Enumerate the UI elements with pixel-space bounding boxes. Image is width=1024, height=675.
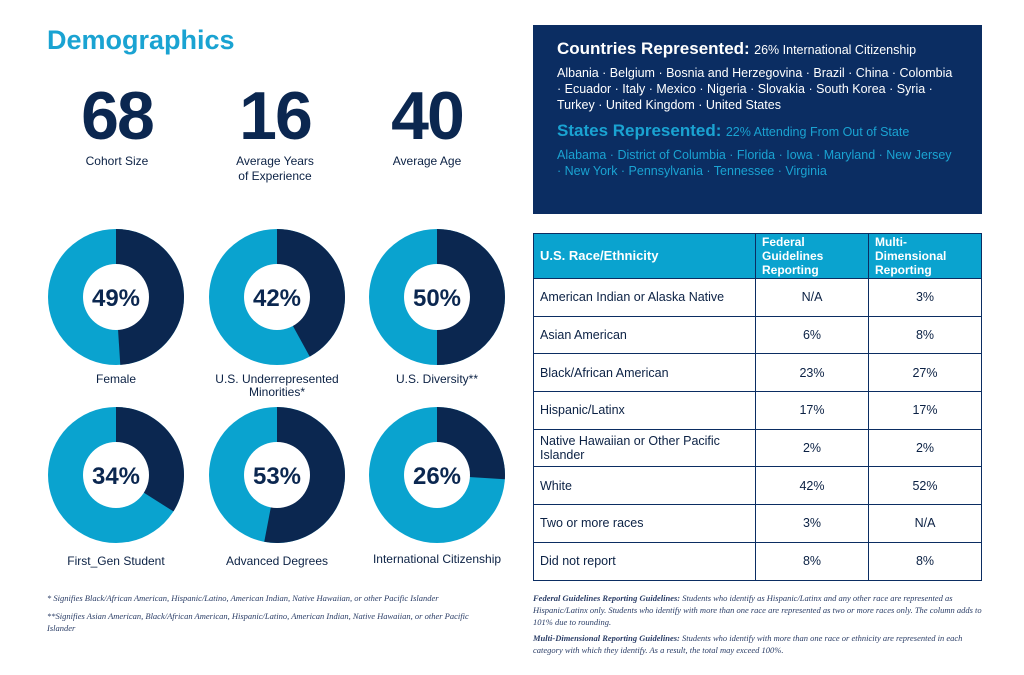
race-cell: Native Hawaiian or Other Pacific Islande… [533, 428, 756, 468]
federal-cell: 8% [755, 541, 869, 581]
multi-cell: 2% [868, 428, 982, 468]
donut-hole [244, 442, 310, 508]
stat-value: 40 [391, 78, 465, 154]
donut-hole [244, 264, 310, 330]
header-federal: Federal Guidelines Reporting [755, 233, 869, 279]
federal-cell: 23% [755, 353, 869, 393]
donut-chart: 49% [48, 229, 184, 365]
donut-percent-label: 53% [253, 463, 301, 490]
race-cell: Two or more races [533, 504, 756, 543]
header-race: U.S. Race/Ethnicity [533, 233, 756, 279]
race-ethnicity-table: U.S. Race/Ethnicity Federal Guidelines R… [533, 233, 982, 581]
states-list: Alabama · District of Columbia · Florida… [557, 148, 952, 178]
donut-percent-label: 50% [413, 285, 461, 312]
stat-label: Cohort Size [85, 154, 149, 168]
federal-cell: N/A [755, 278, 869, 317]
race-cell: White [533, 466, 756, 506]
donut-label: Advanced Degrees [225, 554, 329, 568]
multi-cell: 52% [868, 466, 982, 506]
multi-guidelines-text: Students who identify with more than one… [533, 633, 963, 655]
donut-label: U.S. Underrepresented Minorities* [215, 372, 339, 399]
multi-cell: 17% [868, 391, 982, 430]
donut-chart: 42% [209, 229, 345, 365]
donut-chart: 50% [369, 229, 505, 365]
states-heading: States Represented: [557, 121, 722, 140]
table-row: Hispanic/Latinx 17% 17% [533, 391, 982, 430]
multi-guidelines: Multi-Dimensional Reporting Guidelines: … [533, 632, 983, 656]
federal-cell: 42% [755, 466, 869, 506]
race-cell: Asian American [533, 315, 756, 355]
multi-cell: 27% [868, 353, 982, 393]
multi-cell: N/A [868, 504, 982, 543]
table-row: Two or more races 3% N/A [533, 504, 982, 543]
donut-label: Female [95, 372, 136, 386]
table-row: Native Hawaiian or Other Pacific Islande… [533, 428, 982, 468]
federal-cell: 17% [755, 391, 869, 430]
federal-cell: 3% [755, 504, 869, 543]
federal-guidelines: Federal Guidelines Reporting Guidelines:… [533, 592, 983, 628]
footnote-two: **Signifies Asian American, Black/Africa… [47, 611, 469, 633]
donut-chart: 53% [209, 407, 345, 543]
donut-chart: 26% [369, 407, 505, 543]
donut-label: First_Gen Student [67, 554, 165, 568]
countries-heading: Countries Represented: [557, 39, 750, 58]
donut-hole [83, 442, 149, 508]
page-title: Demographics [47, 25, 235, 55]
stat-value: 68 [81, 78, 155, 154]
table-row: White 42% 52% [533, 466, 982, 506]
table-row: Black/African American 23% 27% [533, 353, 982, 393]
race-cell: Black/African American [533, 353, 756, 393]
donut-label: U.S. Diversity** [395, 372, 478, 386]
federal-guidelines-text: Students who identify as Hispanic/Latinx… [533, 593, 982, 627]
table-row: American Indian or Alaska Native N/A 3% [533, 278, 982, 317]
table-row: Asian American 6% 8% [533, 315, 982, 355]
stat-cohort-size: 68 Cohort Size [47, 78, 187, 169]
donut-value-slice [116, 229, 184, 365]
multi-cell: 8% [868, 315, 982, 355]
multi-cell: 8% [868, 541, 982, 581]
donut-percent-label: 42% [253, 285, 301, 312]
race-cell: American Indian or Alaska Native [533, 278, 756, 317]
federal-cell: 2% [755, 428, 869, 468]
donut-chart: 34% [48, 407, 184, 543]
countries-states-panel: Countries Represented: 26% International… [533, 25, 982, 214]
table-header-row: U.S. Race/Ethnicity Federal Guidelines R… [533, 233, 982, 279]
stat-label: Average Years of Experience [236, 154, 314, 183]
race-cell: Hispanic/Latinx [533, 391, 756, 430]
stat-value: 16 [239, 78, 313, 154]
stat-experience: 16 Average Years of Experience [205, 78, 345, 184]
donut-percent-label: 49% [92, 285, 140, 312]
multi-guidelines-title: Multi-Dimensional Reporting Guidelines: [533, 633, 680, 643]
countries-list: Albania · Belgium · Bosnia and Herzegovi… [557, 66, 953, 112]
donut-percent-label: 34% [92, 463, 140, 490]
footnote-one: * Signifies Black/African American, Hisp… [47, 593, 439, 603]
states-sub: 22% Attending From Out of State [725, 125, 910, 139]
federal-guidelines-title: Federal Guidelines Reporting Guidelines: [533, 593, 681, 603]
multi-cell: 3% [868, 278, 982, 317]
countries-sub: 26% International Citizenship [754, 43, 917, 57]
donut-label: International Citizenship [372, 552, 502, 566]
stat-label: Average Age [392, 154, 462, 168]
race-cell: Did not report [533, 541, 756, 581]
table-row: Did not report 8% 8% [533, 541, 982, 581]
donut-hole [404, 442, 470, 508]
donut-hole [404, 264, 470, 330]
donut-percent-label: 26% [413, 463, 461, 490]
donut-value-slice [437, 229, 505, 365]
federal-cell: 6% [755, 315, 869, 355]
donut-hole [83, 264, 149, 330]
header-multi: Multi-Dimensional Reporting [868, 233, 982, 279]
stat-age: 40 Average Age [357, 78, 497, 169]
